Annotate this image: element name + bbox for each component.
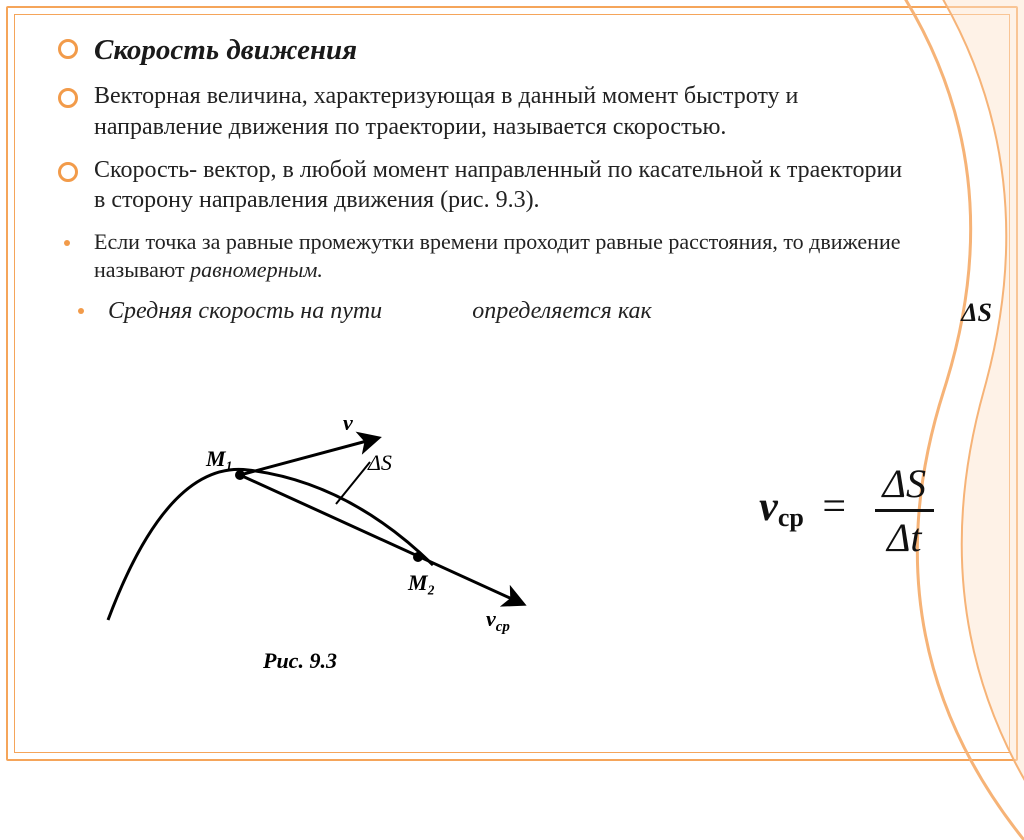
label-m1: M₁ — [205, 446, 233, 471]
bullet-text-1: Векторная величина, характеризующая в да… — [94, 83, 798, 140]
vcp-vector — [240, 475, 523, 604]
trajectory-curve — [108, 469, 433, 620]
trajectory-diagram: M₁ v ΔS M₂ vср Рис. 9.3 — [88, 400, 548, 700]
label-vcp: vср — [486, 606, 510, 635]
label-m2: M₂ — [407, 570, 435, 595]
formula-lhs-var: v — [759, 484, 778, 530]
diagram-caption: Рис. 9.3 — [262, 648, 337, 673]
formula-lhs-sub: ср — [778, 503, 804, 532]
formula-den: Δt — [875, 514, 934, 561]
point-m1 — [235, 470, 245, 480]
bullet-definition: Векторная величина, характеризующая в да… — [58, 81, 904, 142]
slide-content: Скорость движения Векторная величина, ха… — [58, 32, 904, 339]
ds-leader — [336, 462, 370, 504]
formula-num: ΔS — [875, 460, 934, 507]
delta-s-symbol: ΔS — [961, 298, 992, 328]
slide-title: Скорость движения — [94, 34, 357, 66]
formula-eq: = — [822, 484, 846, 530]
label-ds: ΔS — [367, 450, 392, 475]
bullet-text-2: Скорость- вектор, в любой момент направл… — [94, 157, 902, 214]
bullet-uniform: Если точка за равные промежутки времени … — [58, 228, 904, 284]
bullet-tangent: Скорость- вектор, в любой момент направл… — [58, 155, 904, 216]
dot2-suffix: определяется как — [472, 298, 652, 324]
formula-fraction: ΔS Δt — [875, 460, 934, 561]
bullet-avg-speed: Средняя скорость на пути определяется ка… — [72, 296, 904, 327]
formula-bar — [875, 509, 934, 512]
label-v: v — [343, 410, 353, 435]
dot1-emph: равномерным. — [190, 257, 323, 282]
figure-row: M₁ v ΔS M₂ vср Рис. 9.3 vср = ΔS Δt — [58, 400, 984, 730]
dot2-prefix: Средняя скорость на пути — [108, 298, 388, 324]
avg-speed-formula: vср = ΔS Δt — [759, 460, 934, 561]
v-tangent-vector — [240, 438, 378, 475]
title-bullet: Скорость движения — [58, 32, 904, 69]
point-m2 — [413, 552, 423, 562]
